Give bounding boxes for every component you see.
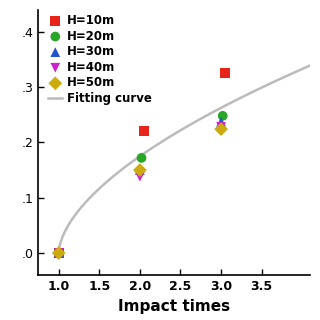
Point — [56, 251, 61, 256]
Point — [220, 113, 225, 118]
Legend: H=10m, H=20m, H=30m, H=40m, H=50m, Fitting curve: H=10m, H=20m, H=30m, H=40m, H=50m, Fitti… — [47, 13, 153, 106]
Point — [219, 126, 224, 132]
X-axis label: Impact times: Impact times — [118, 299, 230, 314]
Point — [137, 167, 142, 172]
Point — [137, 174, 142, 179]
Point — [141, 129, 147, 134]
Point — [56, 251, 61, 256]
Point — [137, 167, 142, 172]
Point — [56, 251, 61, 256]
Point — [56, 251, 61, 256]
Point — [139, 155, 144, 160]
Point — [219, 124, 224, 130]
Point — [223, 71, 228, 76]
Point — [56, 251, 61, 256]
Point — [219, 119, 224, 124]
